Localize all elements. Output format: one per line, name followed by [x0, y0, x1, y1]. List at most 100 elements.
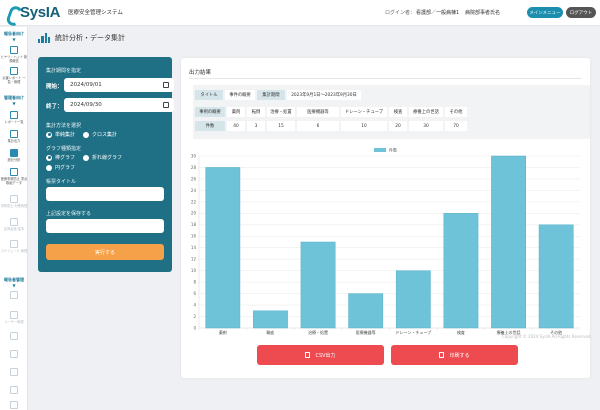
table-row-label: 件数: [194, 120, 226, 132]
table-cell: 6: [296, 120, 340, 132]
graph-line-radio[interactable]: 折れ線グラフ: [83, 154, 122, 161]
start-label: 開始：: [46, 84, 63, 90]
y-tick-label: 12: [191, 257, 197, 262]
start-date-input[interactable]: 2024/09/01: [64, 78, 174, 92]
sidebar-item-label: 医療事故防止 重点取組データ: [0, 177, 28, 185]
sidebar-item-statistics[interactable]: 統計分析: [0, 149, 28, 162]
table-header-cell: 転倒: [246, 106, 266, 118]
method-radio-group: 単純集計 クロス集計: [46, 131, 117, 138]
csv-export-button[interactable]: CSV出力: [257, 345, 384, 365]
y-tick-label: 4: [193, 302, 196, 307]
chart-bar: [491, 155, 526, 329]
start-date-value: 2024/09/01: [70, 82, 102, 88]
summary-box: タイトル 事件の概要 集計期間 2023年9月1日〜2023年9月30日 事例の…: [193, 85, 590, 139]
method-cross-radio[interactable]: クロス集計: [83, 131, 117, 138]
calendar-icon: [10, 218, 18, 226]
chart-bar: [348, 293, 384, 329]
main-menu-button[interactable]: メインメニュー: [527, 7, 563, 18]
save-settings-input[interactable]: [46, 219, 164, 233]
legend-label: 件数: [389, 147, 397, 153]
y-tick-label: 24: [191, 188, 197, 193]
sidebar-item-countermeasure[interactable]: 事故防止 対策管理: [0, 195, 28, 208]
table-cell: 10: [340, 120, 388, 132]
sidebar-item-accident-report[interactable]: 災害レポート 一覧・管理: [0, 67, 28, 84]
calendar-icon[interactable]: [163, 81, 169, 88]
chart-bar: [538, 224, 574, 329]
calendar-icon[interactable]: [163, 101, 169, 108]
login-label: ログイン者：: [385, 10, 416, 16]
list-icon: [10, 111, 18, 119]
sidebar-item-prevention-data[interactable]: 医療事故防止 重点取組データ: [0, 168, 28, 185]
table-header-cell: 事例の概要: [194, 106, 226, 118]
sidebar-item-user-admin[interactable]: ユーザー管理: [0, 311, 28, 324]
table-cell: 30: [408, 120, 444, 132]
report-icon: [10, 46, 18, 54]
y-tick-label: 2: [193, 314, 196, 319]
hex-icon: [10, 168, 18, 176]
sidebar-item-new-report[interactable]: ヒヤリ・ハット 新規報告: [0, 46, 28, 63]
sidebar-item-label: 事故防止 対策管理: [0, 204, 28, 208]
graph-bar-radio[interactable]: 棒グラフ: [46, 154, 75, 161]
sidebar-item-admin-6[interactable]: [0, 386, 28, 395]
x-tick-label: その他: [550, 329, 562, 335]
title-value-cell: 事件の概要: [224, 89, 256, 101]
y-tick-label: 26: [191, 176, 197, 181]
sidebar-section-label: 管理者向け: [4, 95, 24, 100]
x-tick-label: 治療・処置: [308, 329, 328, 335]
gear-icon: [10, 368, 18, 376]
table-header-cell: 薬剤: [226, 106, 246, 118]
sidebar-item-label: 定例会議 議事: [3, 227, 25, 231]
sidebar-item-admin-4[interactable]: [0, 350, 28, 359]
table-cell: 70: [444, 120, 468, 132]
graph-radio-group-2: 円グラフ: [46, 164, 75, 171]
sidebar-item-admin-7[interactable]: [0, 401, 28, 410]
end-date-value: 2024/09/30: [70, 102, 102, 108]
y-tick-label: 16: [191, 234, 197, 239]
period-value-cell: 2023年9月1日〜2023年9月30日: [286, 89, 362, 101]
chevron-down-icon: ▼: [12, 283, 16, 288]
divider: [189, 78, 582, 79]
method-simple-label: 単純集計: [55, 132, 76, 138]
app-name: 医療安全管理システム: [68, 10, 123, 16]
table-icon: [10, 130, 18, 138]
y-tick-label: 28: [191, 165, 197, 170]
sidebar-item-admin-1[interactable]: [0, 291, 28, 300]
sidebar-item-admin-5[interactable]: [0, 368, 28, 377]
radio-dot: [83, 131, 90, 138]
logout-button[interactable]: ログアウト: [566, 7, 596, 18]
method-simple-radio[interactable]: 単純集計: [46, 131, 75, 138]
execute-label: 実行する: [94, 249, 115, 256]
list-icon: [10, 67, 18, 75]
table-cell: 40: [226, 120, 246, 132]
calendar-icon: [10, 240, 18, 248]
table-header-cell: 療養上の世話: [408, 106, 444, 118]
chart-bar: [395, 270, 431, 329]
save-settings-label: 上記設定を保存する: [46, 211, 92, 217]
user-icon: [10, 311, 18, 319]
sidebar-item-schedule[interactable]: スケジュール 管理: [0, 240, 28, 253]
print-button[interactable]: 印刷する: [391, 345, 518, 365]
chart-icon: [10, 149, 18, 157]
user-icon: [10, 291, 18, 299]
period-label: 集計期間を指定: [46, 68, 82, 74]
x-tick-label: 医療機器等: [356, 329, 376, 335]
x-tick-label: 薬剤: [219, 329, 227, 335]
sidebar-item-admin-3[interactable]: [0, 332, 28, 341]
sidebar-item-report-list[interactable]: レポート一覧: [0, 111, 28, 124]
user-org: 看護部／一般病棟1: [416, 10, 460, 16]
bar-chart-icon: [38, 33, 50, 43]
report-title-input[interactable]: [46, 187, 164, 201]
x-tick-label: 検査: [457, 329, 465, 335]
end-date-input[interactable]: 2024/09/30: [64, 98, 174, 112]
graph-pie-radio[interactable]: 円グラフ: [46, 164, 75, 171]
sidebar-item-meeting[interactable]: 定例会議 議事: [0, 218, 28, 231]
execute-button[interactable]: 実行する: [46, 244, 164, 260]
page-title: 統計分析・データ集計: [55, 34, 125, 42]
sidebar-item-label: 集計出力: [7, 139, 21, 143]
sidebar-item-aggregate[interactable]: 集計出力: [0, 130, 28, 143]
printer-icon: [439, 352, 445, 358]
user-icon: [10, 332, 18, 340]
user-name: 病院部事者氏名: [465, 10, 501, 16]
table-header-cell: 検査: [388, 106, 408, 118]
app-logo[interactable]: SysIA: [6, 4, 61, 21]
